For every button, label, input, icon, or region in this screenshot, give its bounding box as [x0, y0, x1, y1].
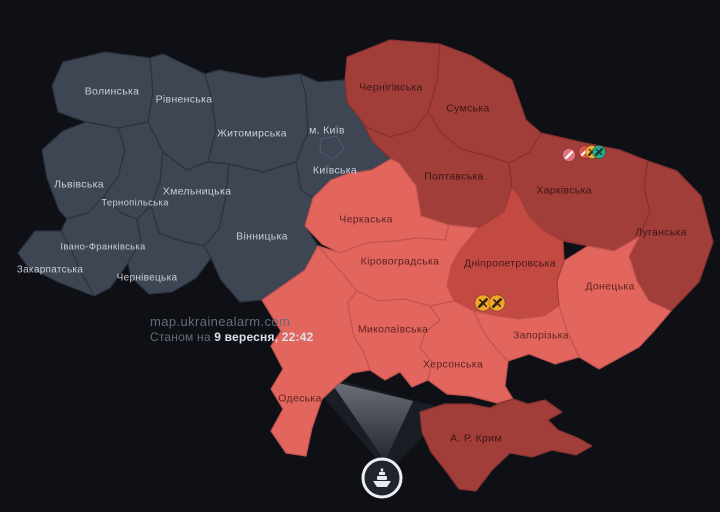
region-volyn[interactable]	[51, 51, 154, 129]
watermark-site: map.ukrainealarm.com	[150, 314, 291, 329]
regions-layer	[17, 39, 714, 492]
watermark-status-line: Станом на 9 вересня, 22:42	[150, 330, 313, 345]
region-zhytomyr[interactable]	[204, 69, 309, 173]
region-odesa[interactable]	[261, 245, 371, 457]
watermark: map.ukrainealarm.com Станом на 9 вересня…	[150, 314, 313, 345]
watermark-timestamp: 9 вересня, 22:42	[214, 330, 314, 345]
region-kyiv-city[interactable]	[319, 135, 345, 160]
region-chernivtsi[interactable]	[127, 205, 212, 295]
rocket-alert-icon[interactable]	[562, 148, 576, 162]
drone-alert-icon[interactable]	[488, 294, 506, 312]
alert-icons-layer	[474, 145, 606, 312]
beam-inner-cone	[330, 381, 413, 461]
ship-marker[interactable]	[361, 457, 403, 499]
watermark-status-prefix: Станом на	[150, 330, 215, 345]
ship-layer	[361, 457, 403, 499]
search-beam-layer	[300, 370, 450, 472]
region-donetsk[interactable]	[556, 236, 672, 370]
region-zaporizhzhia[interactable]	[473, 305, 580, 365]
drone-alert-icon[interactable]	[592, 145, 606, 159]
ship-icon	[373, 468, 391, 487]
region-crimea[interactable]	[419, 398, 593, 492]
region-zakarpattia[interactable]	[17, 230, 95, 297]
drone-alert-icon[interactable]	[474, 294, 492, 312]
